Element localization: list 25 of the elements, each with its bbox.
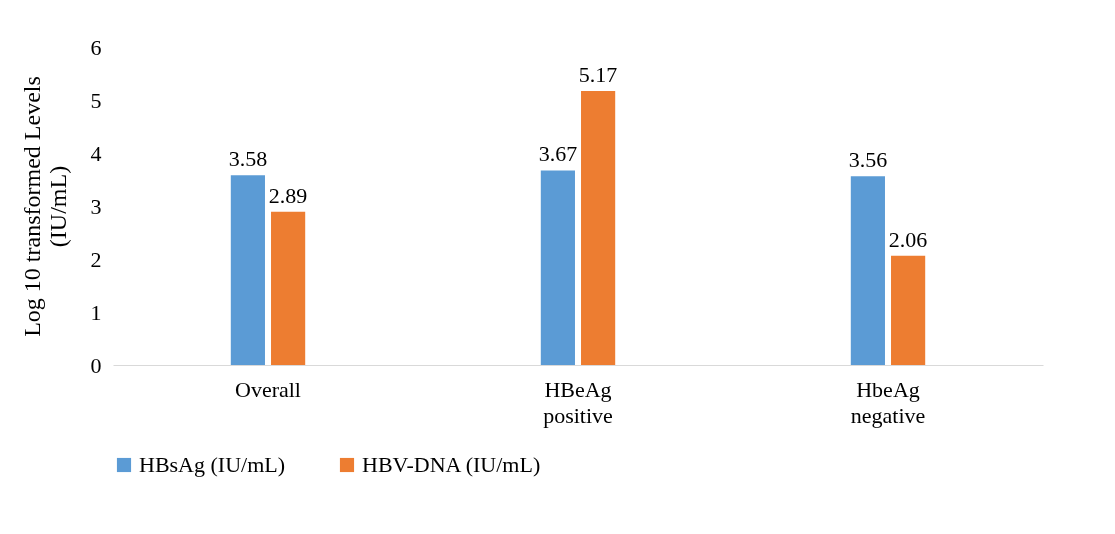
x-tick-label: HBeAg positive: [543, 376, 613, 428]
data-label: 3.67: [538, 141, 578, 167]
data-label: 3.58: [228, 146, 268, 172]
bar: [850, 176, 885, 365]
data-label: 2.89: [268, 182, 308, 208]
x-tick-label: Overall: [235, 376, 301, 402]
legend-label: HBV-DNA (IU/mL): [362, 452, 541, 477]
bar: [891, 255, 926, 365]
y-tick-label: 0: [90, 352, 102, 378]
y-tick-label: 6: [90, 34, 102, 60]
x-tick-label: HbeAg negative: [850, 376, 926, 428]
bar: [540, 170, 575, 365]
y-axis-title: Log 10 transformed Levels (IU/mL): [18, 76, 71, 337]
data-label: 3.56: [848, 147, 888, 173]
y-tick-label: 4: [90, 140, 102, 166]
legend-label: HBsAg (IU/mL): [139, 452, 286, 477]
bar: [271, 211, 306, 365]
y-tick-label: 1: [90, 299, 102, 325]
y-tick-label: 5: [90, 87, 102, 113]
data-label: 2.06: [888, 226, 928, 252]
bar: [230, 175, 265, 365]
data-label: 5.17: [578, 61, 618, 87]
y-tick-label: 3: [90, 193, 102, 219]
bar: [581, 90, 616, 365]
y-tick-label: 2: [90, 246, 102, 272]
